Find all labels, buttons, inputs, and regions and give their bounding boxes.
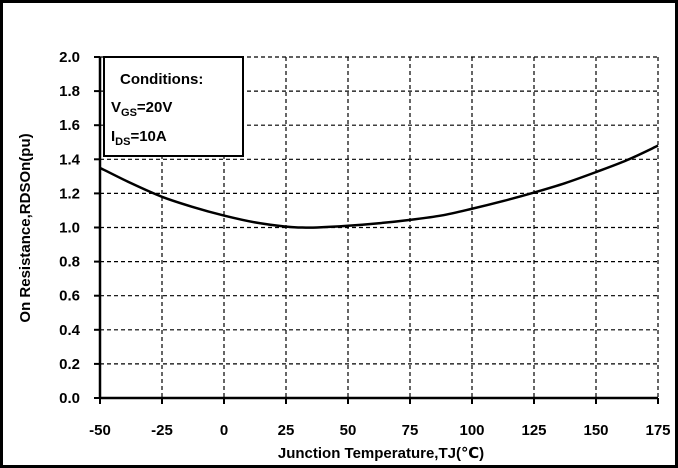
- x-tick-label: -50: [89, 422, 111, 439]
- y-axis-title: On Resistance,RDSOn(pu): [17, 133, 34, 322]
- y-tick-label: 1.0: [59, 220, 80, 237]
- y-tick-label: 1.8: [59, 83, 80, 100]
- y-tick-label: 0.6: [59, 288, 80, 305]
- y-tick-label: 0.2: [59, 356, 80, 373]
- x-tick-label: 100: [459, 422, 484, 439]
- condition-ids: IDS=10A: [111, 128, 167, 148]
- x-tick-label: 175: [645, 422, 670, 439]
- conditions-title: Conditions:: [120, 71, 203, 88]
- conditions-annotation: Conditions: VGS=20V IDS=10A: [103, 56, 244, 157]
- x-tick-labels: -50 -25 0 25 50 75 100 125 150 175: [89, 422, 670, 439]
- x-tick-label: 25: [278, 422, 295, 439]
- conditions-box-frame: [103, 56, 244, 157]
- x-tick-label: 150: [583, 422, 608, 439]
- x-tick-label: -25: [151, 422, 173, 439]
- series-line-rdson: [99, 144, 659, 229]
- y-tick-label: 1.2: [59, 185, 80, 202]
- x-tick-label: 125: [521, 422, 546, 439]
- x-tick-label: 50: [340, 422, 357, 439]
- y-tick-label: 0.4: [59, 322, 81, 339]
- x-axis-title: Junction Temperature,TJ(℃): [278, 445, 484, 462]
- x-tick-label: 75: [402, 422, 419, 439]
- y-tick-label: 1.6: [59, 117, 80, 134]
- series-layer: [99, 144, 659, 229]
- x-tick-label: 0: [220, 422, 228, 439]
- condition-vgs: VGS=20V: [111, 99, 172, 119]
- y-tick-labels: 0.0 0.2 0.4 0.6 0.8 1.0 1.2 1.4 1.6 1.8 2.0: [59, 49, 81, 407]
- y-tick-label: 1.4: [59, 151, 81, 168]
- y-tick-label: 0.8: [59, 254, 80, 271]
- y-tick-label: 0.0: [59, 390, 80, 407]
- y-tick-label: 2.0: [59, 49, 80, 66]
- axes: [94, 56, 659, 404]
